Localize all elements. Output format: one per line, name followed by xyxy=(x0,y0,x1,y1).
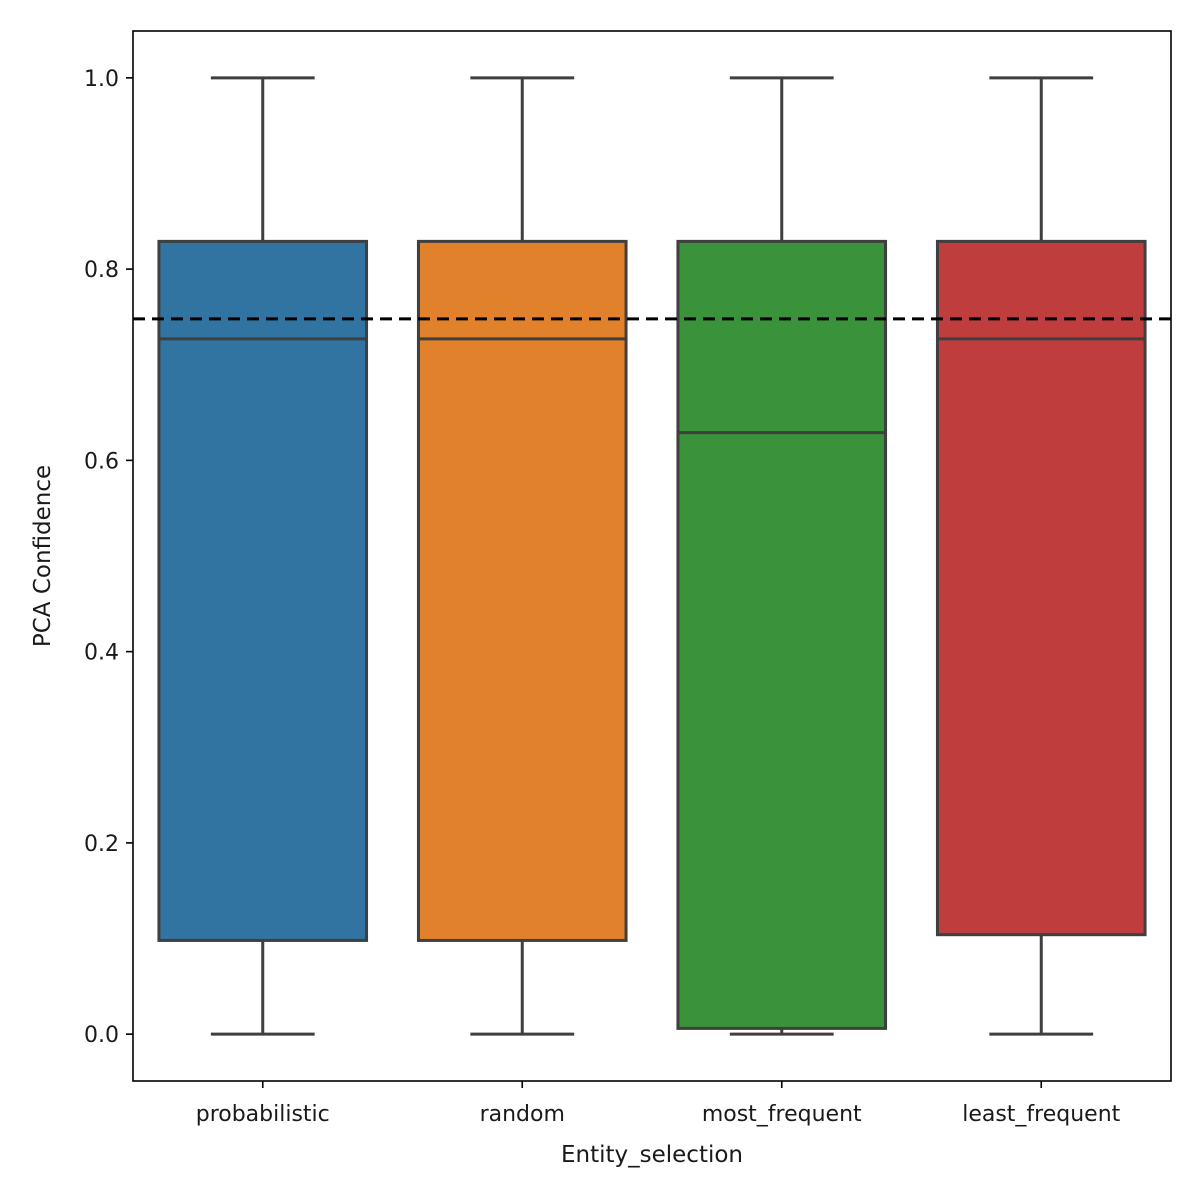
y-tick-label: 0.2 xyxy=(84,832,119,857)
y-axis-ticks: 0.0 0.2 0.4 0.6 0.8 1.0 xyxy=(84,67,133,1048)
x-tick-label: random xyxy=(480,1102,565,1127)
box-most_frequent xyxy=(676,76,888,1036)
box-least_frequent xyxy=(935,76,1147,1036)
x-tick-label: most_frequent xyxy=(702,1102,862,1127)
y-tick-label: 0.8 xyxy=(84,258,119,283)
y-tick-label: 0.4 xyxy=(84,641,119,666)
box-body xyxy=(416,239,628,942)
box-body xyxy=(935,239,1147,937)
x-tick-label: probabilistic xyxy=(196,1102,330,1127)
y-tick-label: 0.0 xyxy=(84,1023,119,1048)
y-axis-label: PCA Confidence xyxy=(30,465,56,647)
x-axis-ticks: probabilistic random most_frequent least_fr… xyxy=(196,1081,1121,1127)
plot-frame xyxy=(132,30,1172,1082)
x-tick-label: least_frequent xyxy=(962,1102,1120,1127)
y-tick-label: 1.0 xyxy=(84,67,119,92)
x-axis-label: Entity_selection xyxy=(561,1142,743,1168)
box-body xyxy=(157,239,369,942)
box-series xyxy=(157,76,1147,1036)
box-body xyxy=(676,239,888,1030)
y-tick-label: 0.6 xyxy=(84,449,119,474)
box-random xyxy=(416,76,628,1036)
box-probabilistic xyxy=(157,76,369,1036)
